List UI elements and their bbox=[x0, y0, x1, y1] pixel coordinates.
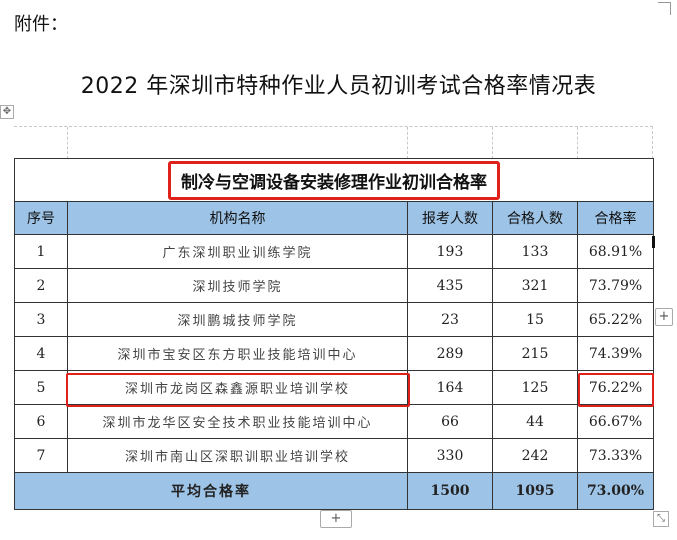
cell-rate[interactable]: 68.91% bbox=[576, 234, 655, 269]
guide-line bbox=[492, 127, 493, 159]
cell-seq[interactable]: 1 bbox=[14, 234, 68, 269]
cell-seq[interactable]: 3 bbox=[14, 302, 68, 337]
cell-applicants[interactable]: 164 bbox=[407, 370, 493, 405]
cell-rate[interactable]: 73.79% bbox=[576, 268, 655, 303]
cell-applicants[interactable]: 435 bbox=[407, 268, 493, 303]
table-subtitle-row: 制冷与空调设备安装修理作业初训合格率 bbox=[13, 158, 655, 202]
cell-passed[interactable]: 242 bbox=[492, 438, 578, 473]
table-move-handle-icon[interactable]: ✥ bbox=[0, 105, 14, 119]
cell-rate[interactable]: 65.22% bbox=[576, 302, 655, 337]
table-row: 3 深圳鹏城技师学院 23 15 65.22% bbox=[14, 302, 655, 337]
cell-org[interactable]: 深圳技师学院 bbox=[67, 268, 408, 303]
cell-seq[interactable]: 6 bbox=[14, 404, 68, 439]
cell-applicants[interactable]: 23 bbox=[407, 302, 493, 337]
cell-org-highlighted[interactable]: 深圳市龙岗区森鑫源职业培训学校 bbox=[67, 370, 408, 405]
table-resize-handle-icon[interactable]: ⤡ bbox=[653, 511, 669, 527]
cell-applicants[interactable]: 193 bbox=[407, 234, 493, 269]
table-row: 1 广东深圳职业训练学院 193 133 68.91% bbox=[14, 234, 655, 269]
cell-org[interactable]: 深圳市南山区深职训职业培训学校 bbox=[67, 438, 408, 473]
cell-org[interactable]: 广东深圳职业训练学院 bbox=[67, 234, 408, 269]
cell-passed[interactable]: 15 bbox=[492, 302, 578, 337]
footer-average-label[interactable]: 平均合格率 bbox=[14, 472, 408, 510]
document-title: 2022 年深圳市特种作业人员初训考试合格率情况表 bbox=[80, 74, 597, 99]
cell-rate[interactable]: 66.67% bbox=[576, 404, 655, 439]
add-column-button[interactable]: + bbox=[655, 308, 673, 326]
guide-line bbox=[577, 127, 578, 159]
footer-rate[interactable]: 73.00% bbox=[576, 472, 655, 510]
cell-rate[interactable]: 74.39% bbox=[576, 336, 655, 371]
header-rate[interactable]: 合格率 bbox=[576, 201, 655, 235]
table-row: 7 深圳市南山区深职训职业培训学校 330 242 73.33% bbox=[14, 438, 655, 473]
pass-rate-table: 制冷与空调设备安装修理作业初训合格率 序号 机构名称 报考人数 合格人数 合格率… bbox=[13, 158, 655, 510]
cell-applicants[interactable]: 330 bbox=[407, 438, 493, 473]
table-subtitle-cell[interactable]: 制冷与空调设备安装修理作业初训合格率 bbox=[13, 158, 655, 202]
header-passed[interactable]: 合格人数 bbox=[492, 201, 578, 235]
table-row: 4 深圳市宝安区东方职业技能培训中心 289 215 74.39% bbox=[14, 336, 655, 371]
cell-passed[interactable]: 215 bbox=[492, 336, 578, 371]
header-org[interactable]: 机构名称 bbox=[67, 201, 408, 235]
table-header-row: 序号 机构名称 报考人数 合格人数 合格率 bbox=[14, 201, 655, 235]
cell-rate[interactable]: 73.33% bbox=[576, 438, 655, 473]
cell-org[interactable]: 深圳市龙华区安全技术职业技能培训中心 bbox=[67, 404, 408, 439]
table-row: 2 深圳技师学院 435 321 73.79% bbox=[14, 268, 655, 303]
text-cursor bbox=[652, 236, 655, 248]
table-guide-lines bbox=[14, 126, 653, 159]
guide-line bbox=[67, 127, 68, 159]
header-applicants[interactable]: 报考人数 bbox=[407, 201, 493, 235]
cell-seq[interactable]: 5 bbox=[14, 370, 68, 405]
cell-passed[interactable]: 133 bbox=[492, 234, 578, 269]
add-row-button[interactable]: + bbox=[320, 510, 352, 528]
cell-applicants[interactable]: 289 bbox=[407, 336, 493, 371]
attachment-label: 附件： bbox=[14, 14, 68, 35]
cell-applicants[interactable]: 66 bbox=[407, 404, 493, 439]
guide-line bbox=[407, 127, 408, 159]
footer-passed[interactable]: 1095 bbox=[492, 472, 578, 510]
cell-seq[interactable]: 4 bbox=[14, 336, 68, 371]
cell-org[interactable]: 深圳市宝安区东方职业技能培训中心 bbox=[67, 336, 408, 371]
table-row: 6 深圳市龙华区安全技术职业技能培训中心 66 44 66.67% bbox=[14, 404, 655, 439]
footer-applicants[interactable]: 1500 bbox=[407, 472, 493, 510]
table-footer-row: 平均合格率 1500 1095 73.00% bbox=[14, 472, 655, 510]
header-seq[interactable]: 序号 bbox=[14, 201, 68, 235]
cell-passed[interactable]: 125 bbox=[492, 370, 578, 405]
cell-org[interactable]: 深圳鹏城技师学院 bbox=[67, 302, 408, 337]
table-subtitle: 制冷与空调设备安装修理作业初训合格率 bbox=[168, 160, 501, 200]
page-corner-mark bbox=[658, 2, 671, 15]
table-row-highlighted: 5 深圳市龙岗区森鑫源职业培训学校 164 125 76.22% bbox=[14, 370, 655, 405]
cell-passed[interactable]: 44 bbox=[492, 404, 578, 439]
cell-seq[interactable]: 2 bbox=[14, 268, 68, 303]
cell-seq[interactable]: 7 bbox=[14, 438, 68, 473]
cell-passed[interactable]: 321 bbox=[492, 268, 578, 303]
cell-rate-highlighted[interactable]: 76.22% bbox=[576, 370, 655, 405]
